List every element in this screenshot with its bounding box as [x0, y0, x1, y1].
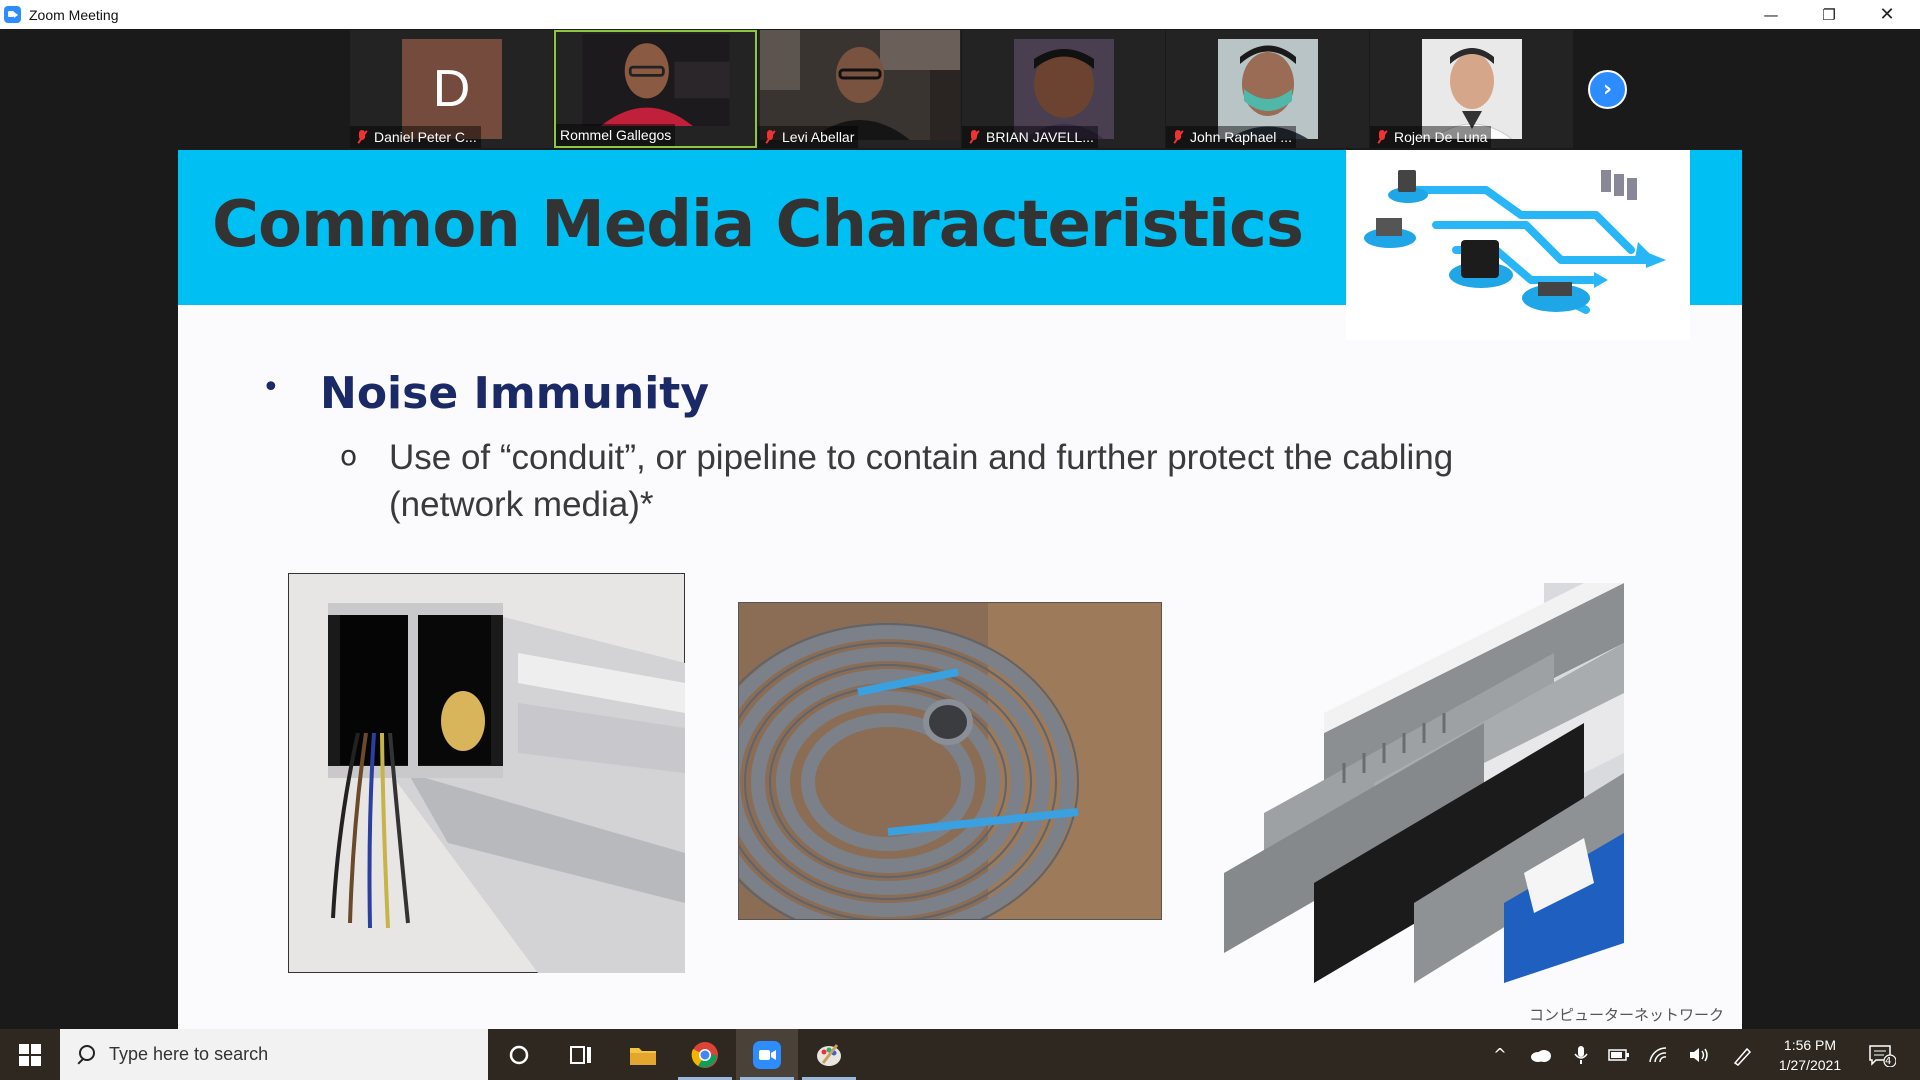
bullet-marker: •	[262, 370, 280, 405]
notifications-count: 4	[1885, 1056, 1892, 1067]
notifications-icon[interactable]: 4	[1862, 1029, 1902, 1080]
zoom-icon[interactable]	[736, 1029, 798, 1080]
participant-tile-active-speaker[interactable]: Rommel Gallegos	[554, 30, 757, 148]
bullet-heading: Noise Immunity	[320, 368, 709, 419]
chrome-icon[interactable]	[674, 1029, 736, 1080]
minimize-button[interactable]: —	[1763, 5, 1779, 24]
avatar: D	[401, 39, 502, 139]
muted-mic-icon	[762, 129, 778, 145]
participant-video	[1013, 39, 1114, 139]
conduit-channel-image	[288, 573, 685, 973]
participant-name-bar: Rojen De Luna	[1370, 126, 1492, 148]
meeting-area: D Daniel Peter C... Rommel Gallegos	[0, 29, 1920, 1031]
participant-name: Daniel Peter C...	[374, 129, 477, 145]
taskbar-clock[interactable]: 1:56 PM 1/27/2021	[1760, 1035, 1860, 1075]
participant-name-bar: Rommel Gallegos	[556, 124, 676, 146]
close-button[interactable]: ✕	[1879, 4, 1895, 25]
muted-mic-icon	[966, 129, 982, 145]
participant-tile[interactable]: D Daniel Peter C...	[350, 30, 553, 148]
participant-tile[interactable]: Levi Abellar	[758, 30, 961, 148]
zoom-app-icon	[4, 6, 21, 23]
participant-video	[581, 34, 730, 126]
participant-name-bar: Daniel Peter C...	[350, 126, 481, 148]
slide-title: Common Media Characteristics	[212, 188, 1304, 262]
participant-name: Levi Abellar	[782, 129, 855, 145]
onedrive-cloud-icon[interactable]	[1526, 1029, 1556, 1080]
participant-video	[759, 30, 960, 140]
slide-footer-text: コンピューターネットワーク	[1528, 1006, 1724, 1024]
network-diagram-icon	[1346, 150, 1690, 340]
participant-strip: D Daniel Peter C... Rommel Gallegos	[350, 30, 1574, 148]
participant-video	[1217, 39, 1318, 139]
taskbar-search-input[interactable]: Type here to search	[60, 1029, 488, 1080]
clock-date: 1/27/2021	[1778, 1057, 1842, 1073]
participant-tile[interactable]: John Raphael ...	[1166, 30, 1369, 148]
wifi-icon[interactable]	[1644, 1029, 1674, 1080]
search-icon	[75, 1044, 95, 1065]
participant-name-bar: BRIAN JAVELL...	[962, 126, 1098, 148]
clock-time: 1:56 PM	[1783, 1037, 1837, 1053]
corrugated-conduit-image	[738, 602, 1162, 920]
microphone-icon[interactable]	[1566, 1029, 1596, 1080]
restore-button[interactable]: ❐	[1822, 5, 1836, 24]
battery-icon[interactable]	[1604, 1029, 1634, 1080]
muted-mic-icon	[1170, 129, 1186, 145]
sub-bullet-text: Use of “conduit”, or pipeline to contain…	[389, 438, 1454, 524]
pen-workspace-icon[interactable]	[1728, 1029, 1758, 1080]
file-explorer-icon[interactable]	[612, 1029, 674, 1080]
participant-video	[1421, 39, 1522, 139]
muted-mic-icon	[354, 129, 370, 145]
participant-tile[interactable]: BRIAN JAVELL...	[962, 30, 1165, 148]
search-placeholder: Type here to search	[109, 1044, 269, 1064]
paint-icon[interactable]	[798, 1029, 860, 1080]
window-title: Zoom Meeting	[29, 6, 119, 23]
window-titlebar: Zoom Meeting — ❐ ✕	[0, 0, 1920, 29]
wiring-duct-image	[1224, 583, 1624, 983]
participant-name: BRIAN JAVELL...	[986, 129, 1094, 145]
chevron-right-icon[interactable]: ›	[1588, 70, 1627, 109]
volume-icon[interactable]	[1684, 1029, 1714, 1080]
windows-start-icon[interactable]	[0, 1029, 60, 1080]
muted-mic-icon	[1374, 129, 1390, 145]
participant-name: John Raphael ...	[1190, 129, 1292, 145]
shared-screen-slide: Common Media Characteristics • Noise Imm…	[178, 150, 1742, 1031]
participant-name-bar: John Raphael ...	[1166, 126, 1296, 148]
windows-taskbar: Type here to search ^ 1:56 PM 1/27/2021	[0, 1029, 1920, 1080]
cortana-icon[interactable]	[488, 1029, 550, 1080]
chevron-up-icon[interactable]: ^	[1493, 1045, 1507, 1064]
task-view-icon[interactable]	[550, 1029, 612, 1080]
sub-bullet-marker: o	[340, 439, 358, 472]
participant-tile[interactable]: Rojen De Luna	[1370, 30, 1573, 148]
participant-name: Rojen De Luna	[1394, 129, 1488, 145]
participant-name-bar: Levi Abellar	[758, 126, 859, 148]
participant-name: Rommel Gallegos	[560, 127, 672, 143]
